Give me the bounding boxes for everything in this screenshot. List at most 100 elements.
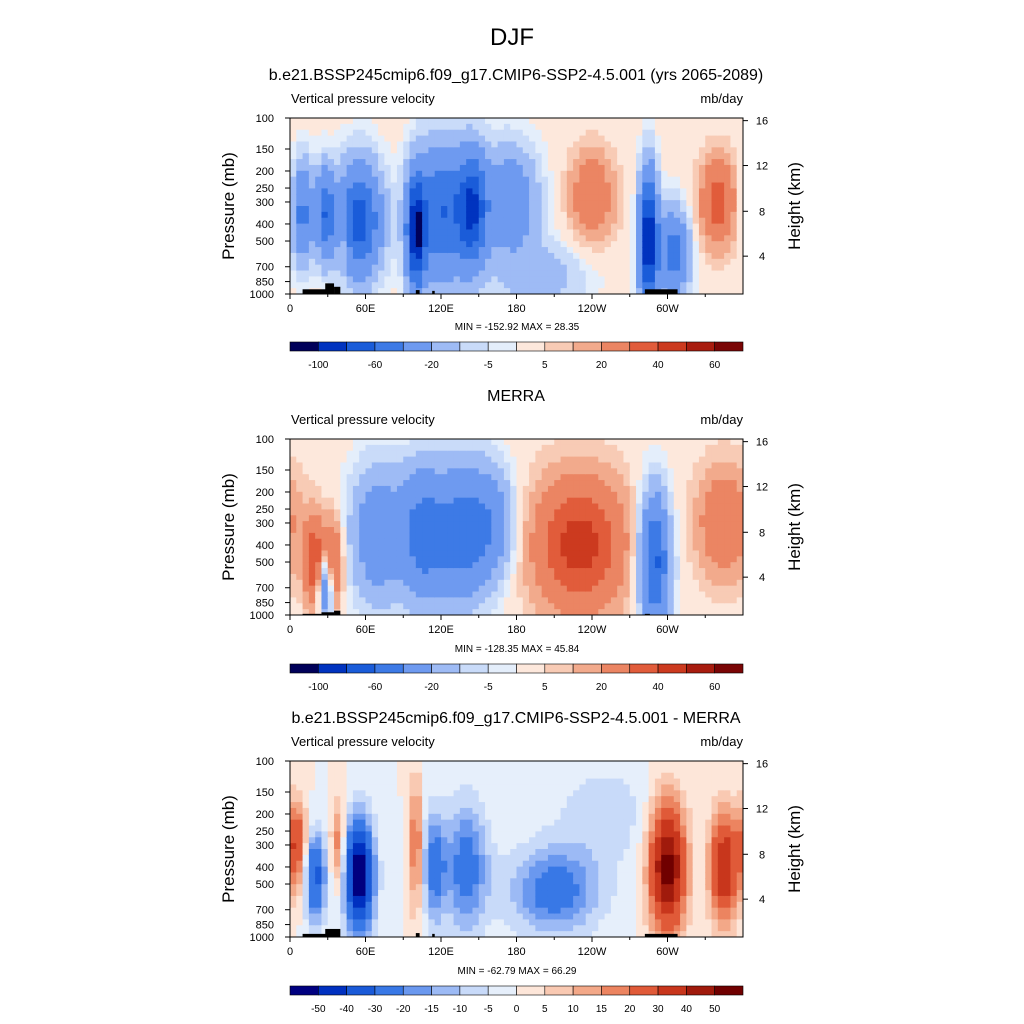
field-cell — [592, 176, 599, 184]
field-cell — [359, 206, 367, 213]
field-cell — [390, 550, 398, 557]
x-tick-label: 120W — [578, 303, 607, 315]
field-cell — [365, 579, 373, 587]
field-cell — [327, 884, 335, 891]
field-cell — [592, 258, 599, 266]
field-cell — [661, 241, 669, 248]
field-cell — [547, 252, 555, 260]
field-cell — [661, 456, 669, 464]
field-cell — [315, 603, 323, 610]
field-cell — [554, 556, 562, 563]
field-cell — [359, 135, 367, 143]
field-cell — [585, 532, 593, 540]
y-tick-label: 850 — [256, 277, 274, 289]
field-cell — [409, 123, 417, 131]
field-cell — [541, 217, 549, 225]
field-cell — [378, 229, 385, 236]
field-cell — [384, 837, 392, 844]
field-cell — [654, 164, 662, 172]
field-cell — [466, 468, 474, 475]
field-cell — [296, 931, 304, 937]
field-cell — [371, 591, 379, 598]
field-cell — [717, 194, 725, 201]
field-cell — [667, 544, 675, 552]
field-cell — [497, 544, 505, 552]
field-cell — [529, 135, 536, 143]
field-cell — [340, 831, 348, 838]
field-cell — [365, 241, 373, 248]
field-cell — [654, 118, 662, 125]
field-cell — [334, 532, 341, 540]
field-cell — [547, 579, 555, 587]
field-cell — [340, 159, 348, 166]
field-cell — [346, 270, 354, 277]
field-cell — [629, 188, 637, 195]
field-cell — [396, 123, 404, 131]
field-cell — [359, 831, 367, 838]
field-cell — [390, 807, 398, 815]
field-cell — [478, 568, 486, 575]
field-cell — [422, 282, 430, 289]
field-cell — [680, 147, 687, 154]
field-cell — [585, 509, 593, 516]
y2-tick-label: 8 — [759, 527, 765, 539]
field-cell — [434, 252, 442, 260]
field-cell — [642, 194, 650, 201]
field-cell — [308, 188, 316, 195]
field-cell — [378, 784, 385, 791]
field-cell — [717, 497, 725, 505]
field-cell — [434, 282, 442, 289]
field-cell — [598, 497, 606, 505]
field-cell — [296, 480, 304, 487]
field-cell — [384, 573, 392, 581]
field-cell — [692, 497, 700, 505]
field-cell — [378, 860, 385, 868]
field-cell — [403, 288, 411, 294]
field-cell — [623, 182, 631, 189]
field-cell — [340, 135, 348, 143]
field-cell — [340, 282, 348, 289]
field-cell — [535, 118, 543, 125]
field-cell — [441, 194, 448, 201]
field-cell — [359, 170, 367, 178]
field-cell — [371, 813, 379, 821]
field-cell — [359, 591, 367, 598]
field-cell — [346, 521, 354, 528]
field-cell — [629, 503, 637, 510]
field-cell — [711, 118, 719, 125]
x-tick-label: 120W — [578, 624, 607, 636]
field-cell — [396, 241, 404, 248]
field-cell — [485, 264, 492, 272]
field-cell — [371, 521, 379, 528]
field-cell — [296, 485, 304, 493]
field-cell — [680, 585, 687, 593]
field-cell — [472, 223, 480, 231]
field-cell — [522, 538, 530, 546]
field-cell — [340, 211, 348, 219]
field-cell — [648, 229, 656, 236]
field-cell — [359, 491, 367, 499]
field-cell — [302, 206, 310, 213]
field-cell — [478, 497, 486, 505]
field-cell — [296, 200, 304, 207]
field-cell — [296, 609, 304, 615]
field-cell — [491, 194, 499, 201]
field-cell — [529, 188, 536, 195]
field-cell — [654, 556, 662, 563]
field-cell — [321, 568, 329, 575]
field-cell — [686, 509, 694, 516]
field-cell — [724, 123, 732, 131]
field-cell — [604, 164, 612, 172]
field-cell — [378, 772, 385, 780]
field-cell — [453, 550, 461, 557]
field-cell — [711, 159, 719, 166]
field-cell — [724, 276, 732, 283]
field-cell — [692, 579, 700, 587]
field-cell — [629, 579, 637, 587]
field-cell — [428, 532, 436, 540]
field-cell — [654, 544, 662, 552]
field-cell — [717, 568, 725, 575]
field-cell — [422, 241, 430, 248]
field-cell — [371, 538, 379, 546]
field-cell — [598, 264, 606, 272]
